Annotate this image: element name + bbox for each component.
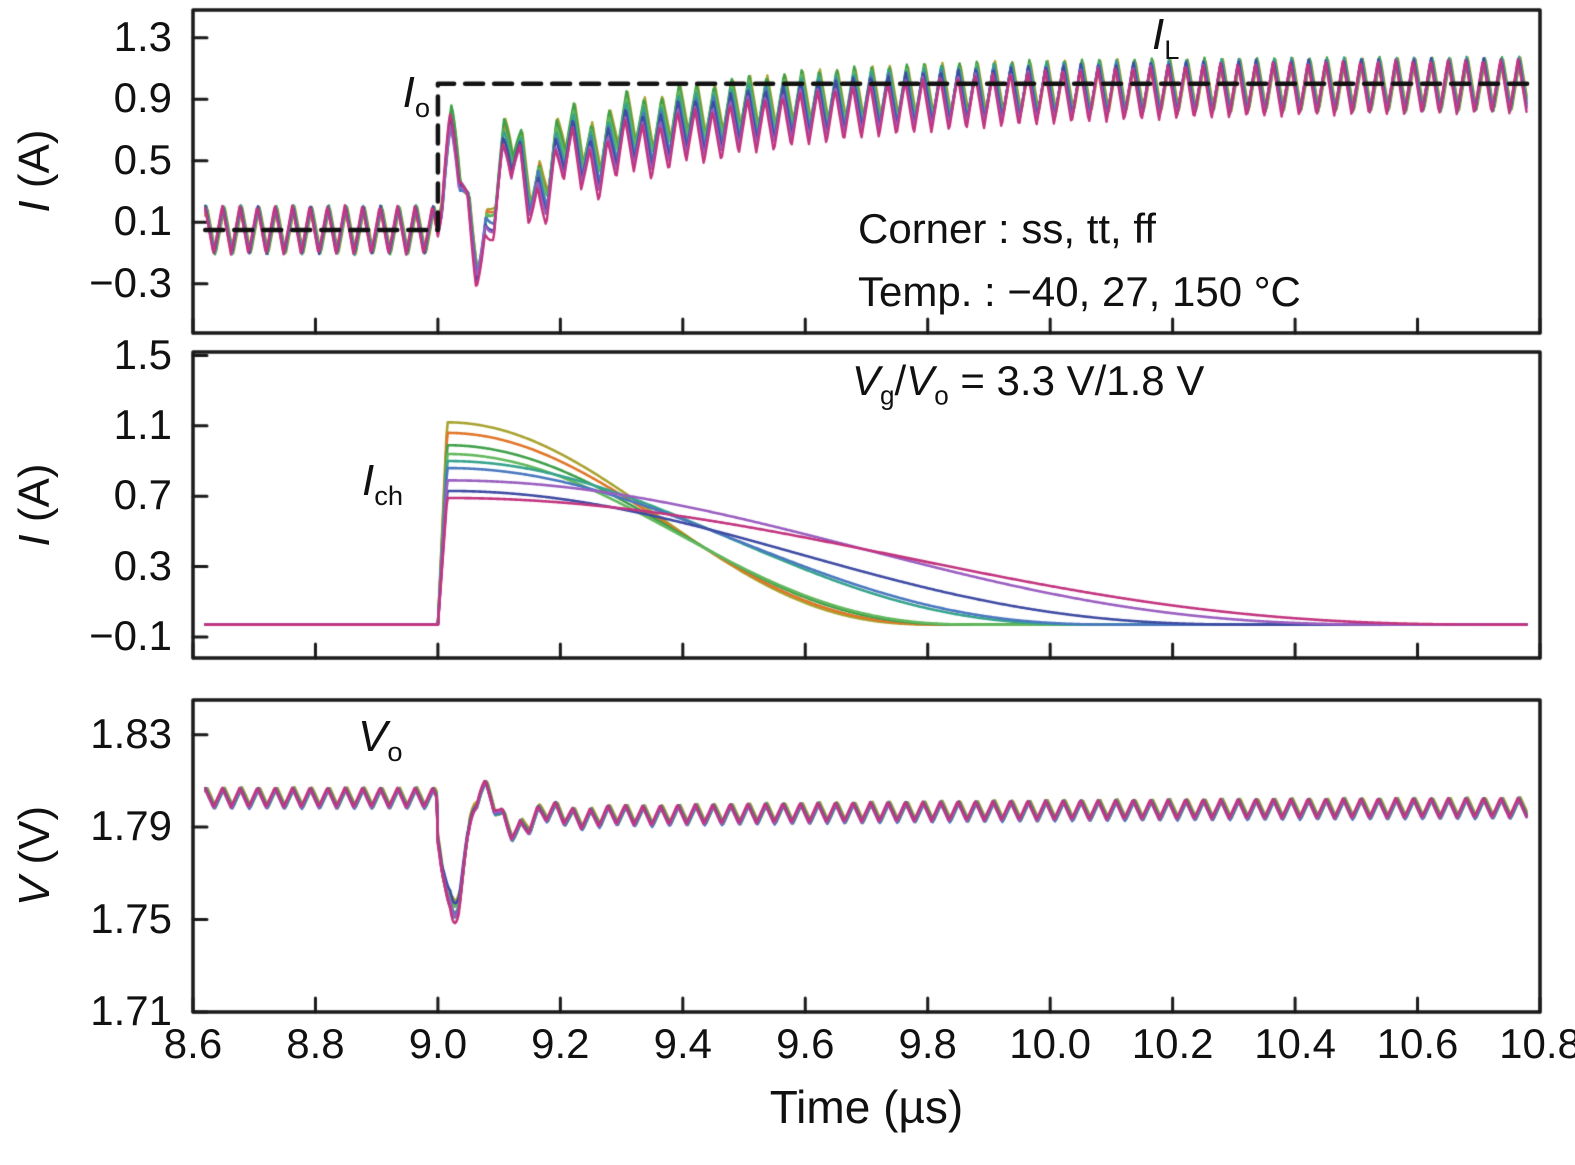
x-tick-label: 9.4 [653,1020,712,1067]
x-tick-label: 10.6 [1376,1020,1459,1067]
x-tick-label: 10.8 [1499,1020,1575,1067]
vo-annotation: Vo [358,712,403,767]
temperature-annotation: Temp. : −40, 27, 150 °C [858,268,1301,315]
x-tick-label: 8.6 [163,1020,223,1067]
y-tick-label: 0.5 [113,135,172,183]
ich-annotation: Ich [362,456,404,511]
y-tick-label: 0.7 [113,471,172,519]
y-tick-label: 0.9 [113,74,172,122]
x-tick-label: 10.0 [1009,1020,1092,1067]
x-tick-label: 9.2 [531,1020,590,1067]
y-tick-label: 1.79 [90,802,172,850]
x-tick-label: 8.8 [286,1020,345,1067]
y-tick-label: 1.71 [90,987,172,1034]
y-tick-label: 1.1 [113,400,172,448]
io-step-annotation: Io [402,68,430,123]
x-tick-label: 9.0 [408,1020,468,1067]
vg-vo-condition-annotation: Vg/Vo = 3.3 V/1.8 V [852,357,1205,411]
il-annotation: IL [1152,10,1180,65]
y-tick-label: 0.1 [113,197,172,245]
y-tick-label: 1.83 [90,709,172,757]
x-tick-label: 9.8 [898,1020,957,1067]
y-tick-label: 1.3 [113,12,172,60]
y-tick-label: −0.3 [89,258,172,306]
y-tick-label: 1.5 [113,330,172,378]
x-tick-label: 9.6 [776,1020,835,1067]
x-tick-label: 10.2 [1131,1020,1214,1067]
x-tick-label: 10.4 [1254,1020,1336,1067]
y-tick-label: −0.1 [89,611,172,659]
y-tick-label: 0.3 [113,541,172,589]
corner-annotation: Corner : ss, tt, ff [858,205,1156,252]
x-axis-label: Time (µs) [769,1081,964,1133]
y-tick-label: 1.75 [90,894,172,942]
